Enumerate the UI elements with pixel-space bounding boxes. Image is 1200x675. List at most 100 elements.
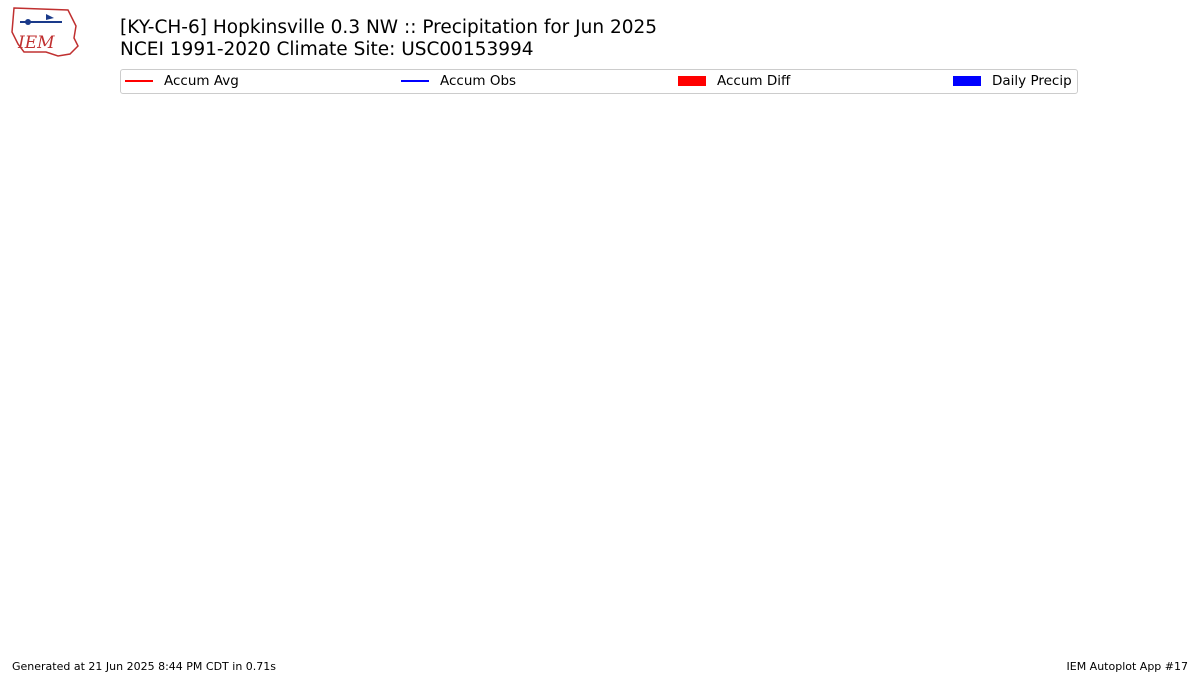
x-tick-label: 10 [416,617,433,632]
weekend-band [312,100,344,608]
daily-precip-bar [520,502,533,504]
x-tick-label: 7 [324,617,332,632]
x-tick-label: 5 [260,617,268,632]
plot-frame [119,99,1081,609]
legend-label-accum-avg: Accum Avg [164,73,239,89]
daily-precip-bar [264,501,277,504]
chart-legend: Accum Avg Accum Obs Accum Diff Daily Pre… [120,69,1078,94]
daily-precip-bar [392,503,405,504]
accum-diff-bar [251,503,264,555]
x-tick-label: 12 [480,617,497,632]
legend-label-accum-obs: Accum Obs [440,73,517,89]
accum-diff-bar [571,436,584,504]
daily-precip-bar [648,500,661,504]
daily-precip-bar [712,398,725,504]
weekend-band [568,100,600,608]
accum-diff-bar [155,503,168,526]
accum-diff-bar [219,503,232,546]
legend-label-daily-precip: Daily Precip [992,73,1072,89]
legend-key-accum-diff [678,76,706,86]
y-tick-label: 2 [104,348,112,363]
daily-precip-bar [744,503,757,504]
accum-diff-bar [667,433,680,504]
accum-diff-bar [475,503,488,552]
legend-item-accum-obs: Accum Obs [401,73,516,89]
accum-obs-line [136,138,776,505]
accum-avg-line [135,184,1065,493]
x-tick-label: 16 [608,617,625,632]
chart-subtitle: NCEI 1991-2020 Climate Site: USC00153994 [120,39,534,60]
daily-precip-bar [296,502,309,504]
y-tick-label: 4 [104,198,112,213]
x-tick-label: 28 [992,617,1009,632]
accum-diff-bar [123,503,136,515]
x-tick-label: 20 [736,617,753,632]
accum-diff-bar [283,503,296,565]
legend-item-daily-precip: Daily Precip [953,73,1072,89]
accum-diff-bar [379,503,392,570]
x-tick-label: 9 [388,617,396,632]
x-tick-label: 11 [448,617,465,632]
weekend-band [792,100,824,608]
weekend-band [120,100,152,608]
x-tick-label: 25 [896,617,913,632]
y-tick-label: 0 [104,497,112,512]
x-tick-label: 29 [1024,617,1041,632]
legend-item-accum-avg: Accum Avg [125,73,239,89]
accum-diff-bar [731,348,744,504]
x-tick-label: 30 [1056,617,1073,632]
weekend-band [984,100,1016,608]
daily-precip-bar [552,362,565,504]
weekend-band [760,100,792,608]
x-tick-label: 6 [292,617,300,632]
daily-precip-bar [488,503,501,504]
footer-app-credit: IEM Autoplot App #17 [1066,660,1189,673]
accum-diff-bar [699,338,712,504]
svg-text:IEM: IEM [17,33,55,53]
x-tick-label: 18 [672,617,689,632]
daily-precip-bar [776,503,789,504]
accum-diff-bar [411,503,424,532]
x-tick-label: 4 [228,617,236,632]
daily-precip-bar [584,497,597,504]
accum-diff-bar [347,503,360,560]
legend-key-daily-precip [953,76,981,86]
x-tick-label: 2 [164,617,172,632]
accum-diff-bar [635,454,648,504]
daily-precip-bar [616,503,629,504]
y-tick-label: −1 [93,572,112,587]
weekend-band [536,100,568,608]
x-axis-label: June 2025 [561,635,638,653]
x-tick-label: 26 [928,617,945,632]
daily-precip-bar [136,503,149,504]
y-tick-label: 1 [104,422,112,437]
daily-precip-bar [328,479,341,504]
x-tick-label: 21 [768,617,785,632]
x-tick-label: 19 [704,617,721,632]
x-tick-label: 15 [576,617,593,632]
accum-diff-bar [763,359,776,504]
weekend-band [1016,100,1048,608]
x-tick-label: 1 [132,617,140,632]
legend-item-accum-diff: Accum Diff [678,73,790,89]
accum-diff-bar [315,503,328,553]
x-tick-label: 24 [864,617,881,632]
daily-precip-bar [456,503,469,504]
daily-precip-bar [424,455,437,504]
legend-key-accum-avg [125,80,153,82]
x-tick-label: 23 [832,617,849,632]
x-tick-label: 27 [960,617,977,632]
accum-diff-bar [603,446,616,504]
daily-precip-bar [680,471,693,504]
accum-diff-bar [539,431,552,504]
footer-generated-note: Generated at 21 Jun 2025 8:44 PM CDT in … [12,660,277,673]
daily-precip-bar [232,503,245,504]
x-tick-label: 17 [640,617,657,632]
x-tick-label: 13 [512,617,529,632]
x-tick-label: 3 [196,617,204,632]
daily-precip-bar [360,500,373,504]
weekend-band [344,100,376,608]
chart-title: [KY-CH-6] Hopkinsville 0.3 NW :: Precipi… [120,17,658,38]
daily-precip-bar [168,503,181,504]
